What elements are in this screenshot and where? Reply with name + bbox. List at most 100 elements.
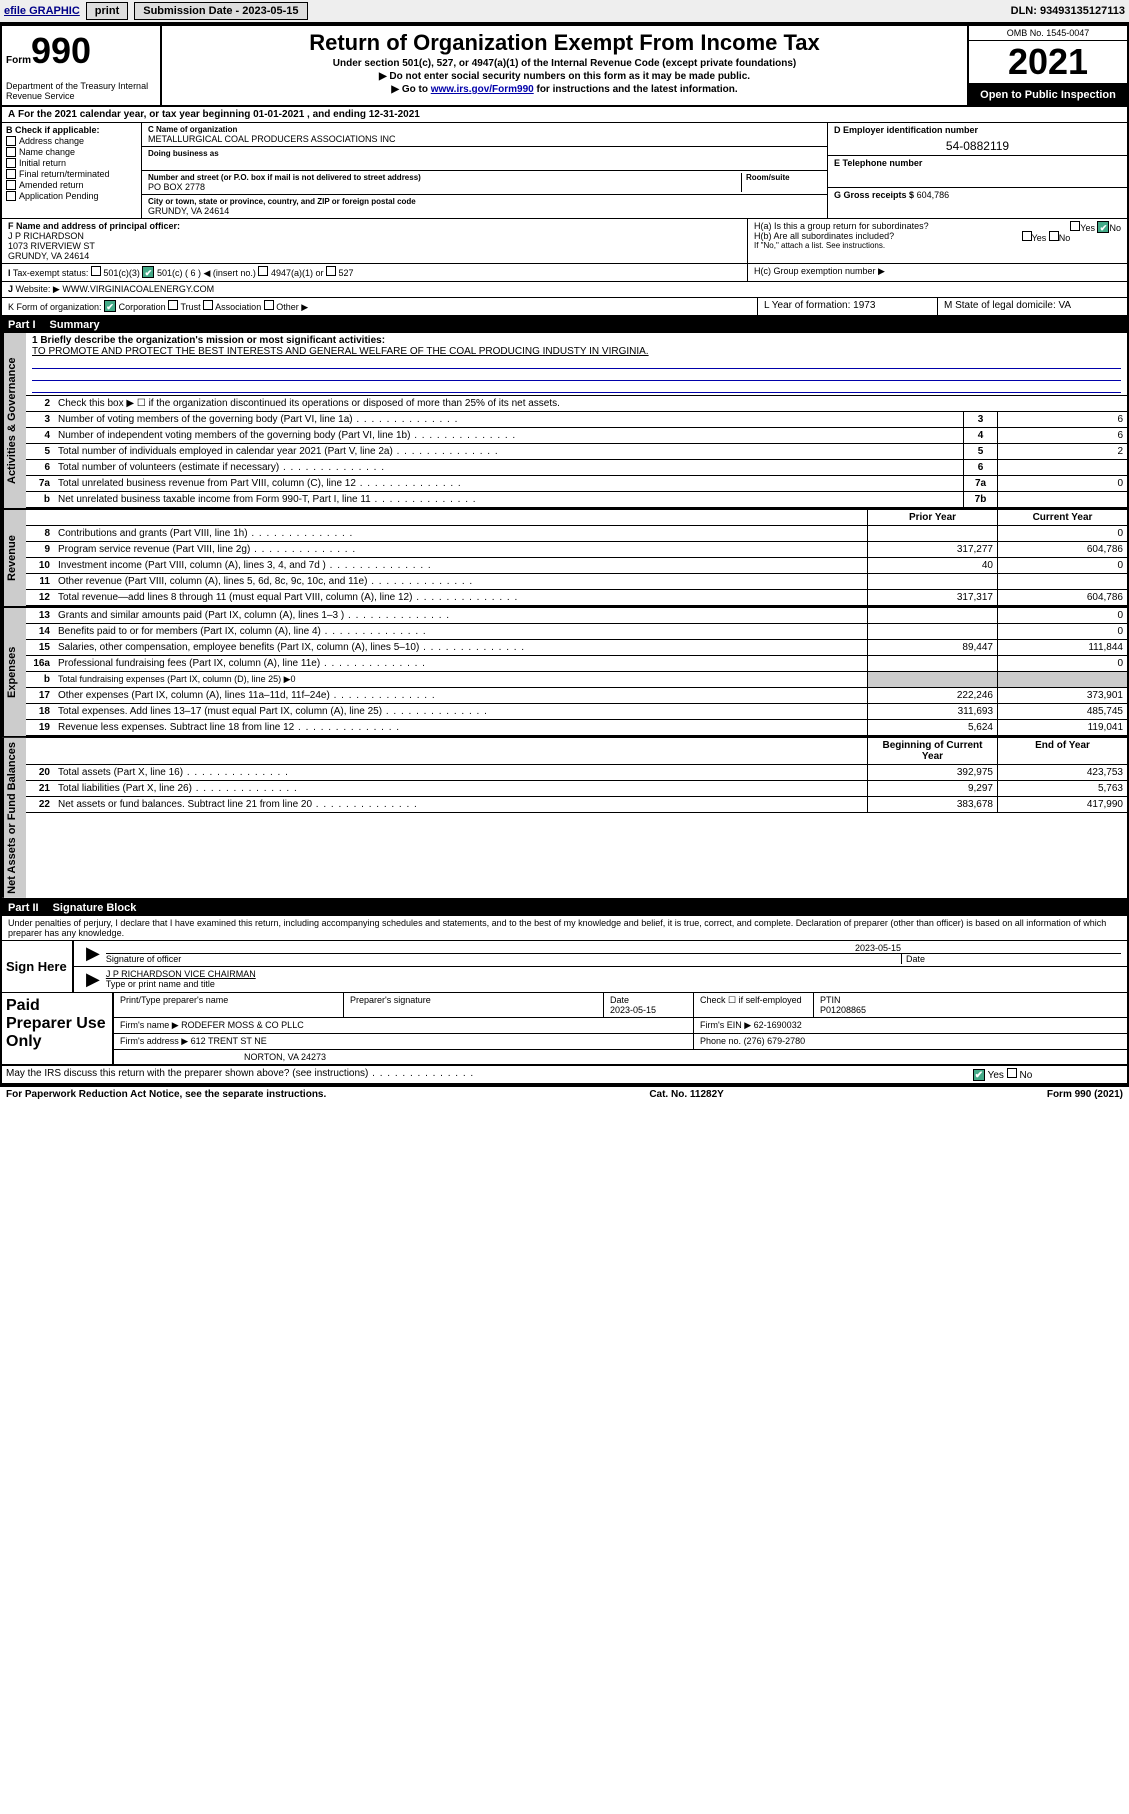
efile-link[interactable]: efile GRAPHIC	[4, 5, 80, 17]
website-value: WWW.VIRGINIACOALENERGY.COM	[62, 284, 214, 294]
submission-date-badge: Submission Date - 2023-05-15	[134, 2, 307, 20]
box-b: B Check if applicable: Address change Na…	[2, 123, 142, 218]
chk-501c3[interactable]	[91, 266, 101, 276]
col-current-year: Current Year	[997, 510, 1127, 525]
table-row: bTotal fundraising expenses (Part IX, co…	[26, 672, 1127, 688]
table-row: 20Total assets (Part X, line 16)392,9754…	[26, 765, 1127, 781]
signature-caret-icon: ▶	[80, 943, 106, 964]
pra-notice: For Paperwork Reduction Act Notice, see …	[6, 1089, 326, 1100]
website-row: J Website: ▶ WWW.VIRGINIACOALENERGY.COM	[2, 282, 1127, 298]
table-row: 11Other revenue (Part VIII, column (A), …	[26, 574, 1127, 590]
firm-ein: 62-1690032	[754, 1020, 802, 1030]
year-formation: 1973	[853, 300, 875, 311]
table-row: 15Salaries, other compensation, employee…	[26, 640, 1127, 656]
tax-year: 2021	[969, 41, 1127, 85]
tax-status-row: I Tax-exempt status: 501(c)(3) ✔ 501(c) …	[2, 264, 1127, 282]
form-footer: Form 990 (2021)	[1047, 1089, 1123, 1100]
gross-receipts: 604,786	[917, 190, 950, 200]
chk-amended[interactable]	[6, 180, 16, 190]
chk-other[interactable]	[264, 300, 274, 310]
chk-name-change[interactable]	[6, 147, 16, 157]
table-row: 14Benefits paid to or for members (Part …	[26, 624, 1127, 640]
chk-trust[interactable]	[168, 300, 178, 310]
hb-yes[interactable]	[1022, 231, 1032, 241]
officer-row: F Name and address of principal officer:…	[2, 219, 1127, 264]
part-i-header: Part I Summary	[2, 317, 1127, 333]
discuss-yes-checked[interactable]: ✔	[973, 1069, 985, 1081]
vtab-governance: Activities & Governance	[2, 333, 26, 508]
city-state-zip: GRUNDY, VA 24614	[148, 206, 821, 216]
subtitle-2: ▶ Do not enter social security numbers o…	[170, 71, 959, 82]
hb-no[interactable]	[1049, 231, 1059, 241]
table-row: 21Total liabilities (Part X, line 26)9,2…	[26, 781, 1127, 797]
ha-no-checked[interactable]: ✔	[1097, 221, 1109, 233]
print-button[interactable]: print	[86, 2, 128, 20]
gov-row: 6Total number of volunteers (estimate if…	[26, 460, 1127, 476]
governance-section: Activities & Governance 1 Briefly descri…	[2, 333, 1127, 510]
form-number: Form990	[6, 30, 156, 72]
chk-initial-return[interactable]	[6, 158, 16, 168]
name-caret-icon: ▶	[80, 969, 106, 990]
domicile-state: VA	[1059, 300, 1072, 311]
sign-here-block: Sign Here ▶ 2023-05-15 Signature of offi…	[2, 941, 1127, 993]
form-title: Return of Organization Exempt From Incom…	[170, 30, 959, 56]
catalog-number: Cat. No. 11282Y	[649, 1089, 723, 1100]
form-header: Form990 Department of the Treasury Inter…	[2, 26, 1127, 107]
table-row: 12Total revenue—add lines 8 through 11 (…	[26, 590, 1127, 606]
chk-pending[interactable]	[6, 191, 16, 201]
form-shell: Form990 Department of the Treasury Inter…	[0, 24, 1129, 1087]
top-toolbar: efile GRAPHIC print Submission Date - 20…	[0, 0, 1129, 24]
irs-link[interactable]: www.irs.gov/Form990	[431, 84, 534, 95]
open-inspection-badge: Open to Public Inspection	[969, 85, 1127, 105]
vtab-expenses: Expenses	[2, 608, 26, 736]
firm-address: 612 TRENT ST NE	[191, 1036, 267, 1046]
table-row: 10Investment income (Part VIII, column (…	[26, 558, 1127, 574]
chk-final-return[interactable]	[6, 169, 16, 179]
street-address: PO BOX 2778	[148, 182, 741, 192]
table-row: 17Other expenses (Part IX, column (A), l…	[26, 688, 1127, 704]
gov-row: 7aTotal unrelated business revenue from …	[26, 476, 1127, 492]
chk-501c-checked[interactable]: ✔	[142, 266, 154, 278]
gov-row: 5Total number of individuals employed in…	[26, 444, 1127, 460]
subtitle-1: Under section 501(c), 527, or 4947(a)(1)…	[170, 58, 959, 69]
chk-527[interactable]	[326, 266, 336, 276]
subtitle-3: ▶ Go to www.irs.gov/Form990 for instruct…	[170, 84, 959, 95]
discuss-row: May the IRS discuss this return with the…	[2, 1066, 1127, 1085]
table-row: 13Grants and similar amounts paid (Part …	[26, 608, 1127, 624]
firm-phone: (276) 679-2780	[744, 1036, 806, 1046]
net-assets-section: Net Assets or Fund Balances Beginning of…	[2, 738, 1127, 900]
chk-corp-checked[interactable]: ✔	[104, 300, 116, 312]
ha-yes[interactable]	[1070, 221, 1080, 231]
mission-text: TO PROMOTE AND PROTECT THE BEST INTEREST…	[32, 346, 1121, 357]
omb-number: OMB No. 1545-0047	[969, 26, 1127, 41]
table-row: 18Total expenses. Add lines 13–17 (must …	[26, 704, 1127, 720]
gov-row: 4Number of independent voting members of…	[26, 428, 1127, 444]
penalty-statement: Under penalties of perjury, I declare th…	[2, 916, 1127, 941]
vtab-revenue: Revenue	[2, 510, 26, 606]
gov-row: 3Number of voting members of the governi…	[26, 412, 1127, 428]
officer-name: J P RICHARDSON	[8, 231, 741, 241]
chk-assoc[interactable]	[203, 300, 213, 310]
part-ii-header: Part II Signature Block	[2, 900, 1127, 916]
chk-address-change[interactable]	[6, 136, 16, 146]
officer-signed-name: J P RICHARDSON VICE CHAIRMAN	[106, 969, 1121, 979]
footer-row: For Paperwork Reduction Act Notice, see …	[0, 1087, 1129, 1102]
chk-4947[interactable]	[258, 266, 268, 276]
entity-block: B Check if applicable: Address change Na…	[2, 123, 1127, 219]
col-begin-year: Beginning of Current Year	[867, 738, 997, 764]
table-row: 19Revenue less expenses. Subtract line 1…	[26, 720, 1127, 736]
revenue-section: Revenue Prior Year Current Year 8Contrib…	[2, 510, 1127, 608]
box-c: C Name of organization METALLURGICAL COA…	[142, 123, 827, 218]
table-row: 16aProfessional fundraising fees (Part I…	[26, 656, 1127, 672]
dln-label: DLN: 93493135127113	[1011, 5, 1125, 17]
klm-row: K Form of organization: ✔ Corporation Tr…	[2, 298, 1127, 317]
right-info-col: D Employer identification number 54-0882…	[827, 123, 1127, 218]
vtab-net: Net Assets or Fund Balances	[2, 738, 26, 898]
sign-date: 2023-05-15	[106, 943, 1121, 953]
tax-period-row: A For the 2021 calendar year, or tax yea…	[2, 107, 1127, 123]
col-end-year: End of Year	[997, 738, 1127, 764]
ein-value: 54-0882119	[834, 139, 1121, 153]
discuss-no[interactable]	[1007, 1068, 1017, 1078]
firm-name: RODEFER MOSS & CO PLLC	[181, 1020, 304, 1030]
paid-preparer-block: Paid Preparer Use Only Print/Type prepar…	[2, 993, 1127, 1066]
